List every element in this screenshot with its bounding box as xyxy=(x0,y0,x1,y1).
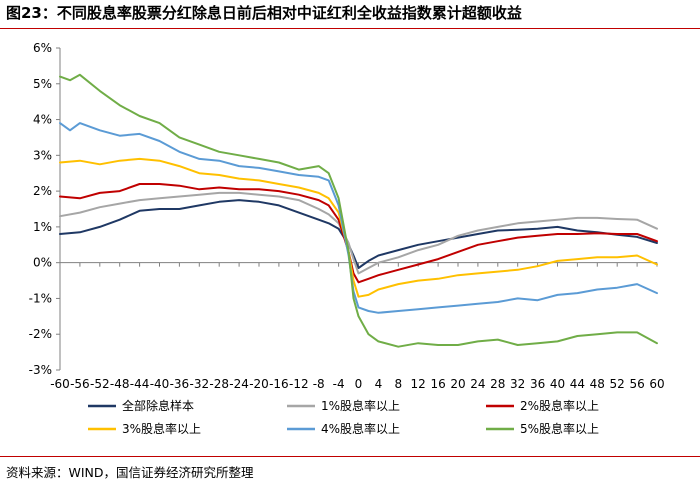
legend-label-3: 2%股息率以上 xyxy=(520,398,599,413)
legend-label-4: 3%股息率以上 xyxy=(122,421,201,436)
legend-label-5: 4%股息率以上 xyxy=(321,421,400,436)
x-tick-label: -20 xyxy=(249,377,269,391)
series-line-1 xyxy=(59,199,658,269)
x-tick-label: -28 xyxy=(209,377,229,391)
figure-title: 图23：不同股息率股票分红除息日前后相对中证红利全收益指数累计超额收益 xyxy=(6,4,522,22)
x-tick-label: 44 xyxy=(570,377,585,391)
series-line-2 xyxy=(59,191,658,275)
series-line-6 xyxy=(59,73,658,348)
x-tick-label: 28 xyxy=(490,377,505,391)
x-tick-label: 16 xyxy=(430,377,445,391)
x-tick-label: 24 xyxy=(470,377,485,391)
x-tick-label: -48 xyxy=(110,377,130,391)
y-tick-label: -1% xyxy=(29,291,52,305)
x-tick-label: -52 xyxy=(90,377,110,391)
x-tick-label: 36 xyxy=(530,377,545,391)
source-note: 资料来源：WIND，国信证券经济研究所整理 xyxy=(6,465,254,480)
legend-label-2: 1%股息率以上 xyxy=(321,398,400,413)
x-tick-label: 52 xyxy=(610,377,625,391)
legend: 全部除息样本 1%股息率以上 2%股息率以上 3%股息率以上 4%股息率以上 5%股息率以… xyxy=(88,398,599,436)
x-tick-label: -40 xyxy=(150,377,170,391)
x-tick-label: -4 xyxy=(333,377,345,391)
y-tick-label: 5% xyxy=(33,77,52,91)
x-tick-label: 56 xyxy=(629,377,644,391)
y-tick-label: 4% xyxy=(33,113,52,127)
y-tick-label: -3% xyxy=(29,363,52,377)
series-line-3 xyxy=(59,183,658,284)
y-tick-label: 2% xyxy=(33,184,52,198)
x-tick-label: -56 xyxy=(70,377,90,391)
x-tick-label: 12 xyxy=(411,377,426,391)
source-divider xyxy=(0,456,700,457)
x-tick-label: -36 xyxy=(170,377,190,391)
legend-label-1: 全部除息样本 xyxy=(122,398,194,413)
x-tick-label: 48 xyxy=(590,377,605,391)
x-tick-label: 20 xyxy=(450,377,465,391)
line-chart: -3%-2%-1%0%1%2%3%4%5%6% -60 -56 -52 -48 -44-… xyxy=(29,41,665,436)
y-tick-label: -2% xyxy=(29,327,52,341)
x-tick-label: -32 xyxy=(189,377,209,391)
x-tick-label: 8 xyxy=(394,377,402,391)
x-tick-label: -44 xyxy=(130,377,150,391)
x-tick-label: -24 xyxy=(229,377,249,391)
x-tick-label: 32 xyxy=(510,377,525,391)
title-divider xyxy=(0,28,700,29)
x-tick-label: 40 xyxy=(550,377,565,391)
series-line-4 xyxy=(59,157,658,298)
y-tick-label: 1% xyxy=(33,220,52,234)
x-tick-label: -12 xyxy=(289,377,309,391)
x-tick-label: -16 xyxy=(269,377,289,391)
y-tick-label: 0% xyxy=(33,256,52,270)
y-tick-label: 6% xyxy=(33,41,52,55)
x-tick-label: -8 xyxy=(313,377,325,391)
x-tick-label: 0 xyxy=(355,377,363,391)
y-tick-label: 3% xyxy=(33,148,52,162)
x-tick-label: -60 xyxy=(50,377,70,391)
y-axis: -3% -2% -1% 0% 1% 2% 3% 4% 5% 6% xyxy=(29,41,61,377)
x-axis: -60 -56 -52 -48 -44 -40 -36 -32 -28 -24 -20 -16 -12-… xyxy=(50,262,665,391)
x-tick-label: 4 xyxy=(375,377,383,391)
legend-label-6: 5%股息率以上 xyxy=(520,421,599,436)
x-tick-label: 60 xyxy=(649,377,664,391)
series-lines xyxy=(59,73,658,348)
